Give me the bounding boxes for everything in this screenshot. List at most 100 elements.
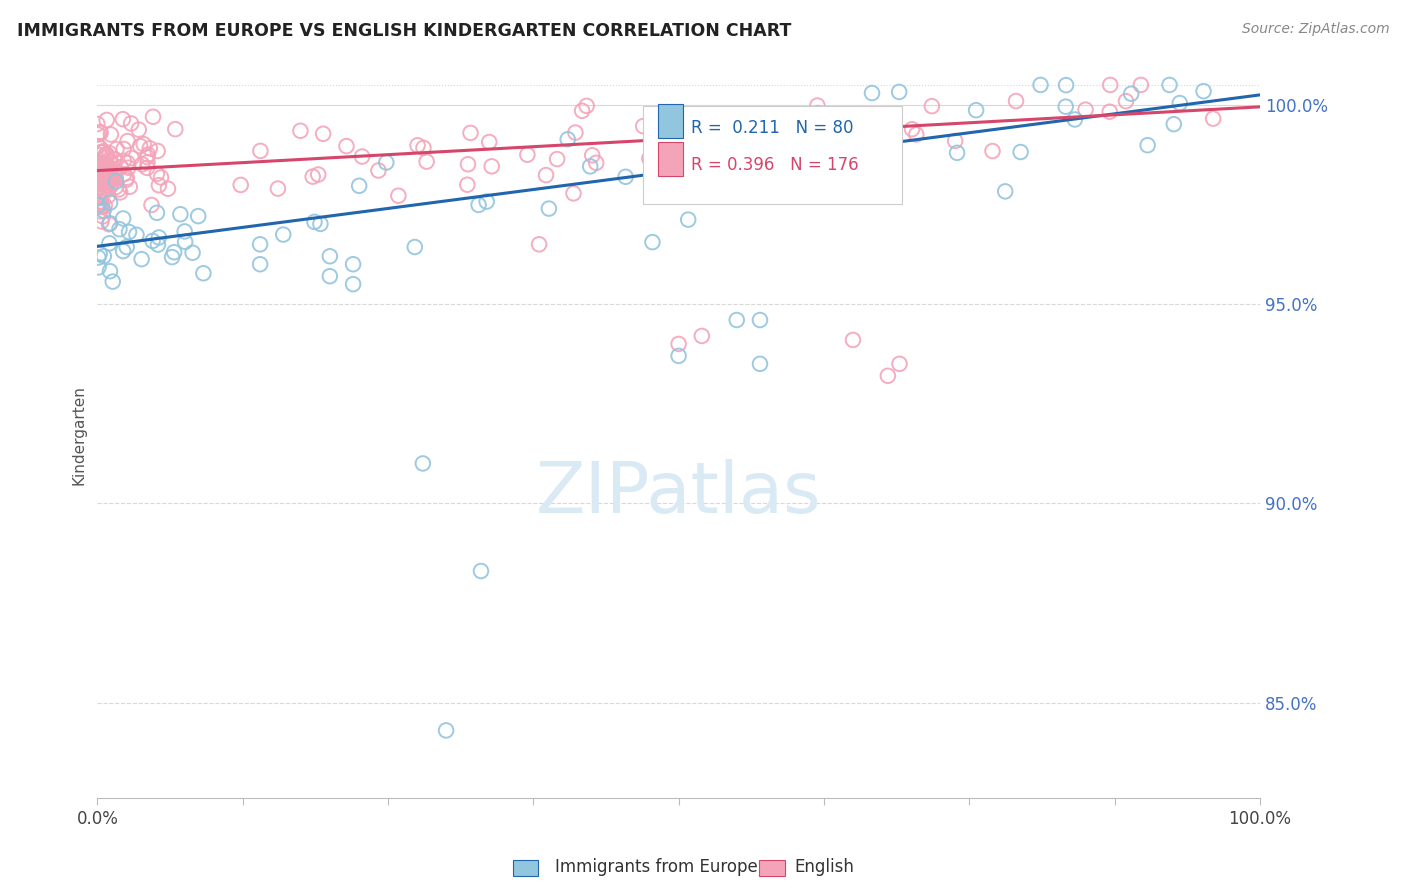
Y-axis label: Kindergarten: Kindergarten [72, 385, 86, 485]
Point [139, 141, 162, 155]
Point [335, 139, 357, 153]
Point [641, 235, 664, 249]
Point [112, 211, 135, 226]
Point [136, 147, 159, 161]
Point [86, 163, 108, 178]
Point [146, 144, 169, 158]
Point [564, 126, 586, 140]
Point [1054, 78, 1077, 92]
Point [415, 154, 437, 169]
Point [90, 214, 112, 228]
Point [129, 139, 152, 153]
Point [98, 264, 121, 278]
Point [110, 160, 132, 174]
Point [301, 169, 323, 184]
Point [807, 106, 830, 120]
Point [90, 195, 112, 210]
Point [406, 138, 429, 153]
Point [91, 145, 114, 160]
Point [89, 247, 111, 261]
Point [89, 174, 111, 188]
Text: R = 0.396   N = 176: R = 0.396 N = 176 [692, 156, 859, 175]
Point [100, 172, 122, 186]
Point [112, 167, 135, 181]
Point [100, 165, 122, 179]
Point [136, 150, 159, 164]
Point [89, 169, 111, 183]
Point [89, 178, 111, 193]
Point [90, 191, 112, 205]
Point [1202, 112, 1225, 126]
Point [128, 122, 150, 136]
Point [1054, 100, 1077, 114]
Point [367, 163, 389, 178]
Point [103, 172, 125, 186]
Point [136, 161, 159, 175]
Point [100, 128, 122, 142]
Point [981, 144, 1004, 158]
Point [100, 166, 122, 180]
Point [579, 160, 602, 174]
Point [117, 155, 139, 169]
Point [89, 194, 111, 209]
Point [1121, 87, 1143, 101]
Point [100, 168, 122, 182]
Point [90, 145, 112, 160]
Point [98, 236, 121, 251]
Point [249, 237, 271, 252]
Point [112, 153, 135, 168]
Point [1163, 117, 1185, 131]
Point [478, 135, 501, 149]
Point [434, 723, 457, 738]
Point [93, 145, 115, 159]
Point [97, 164, 120, 178]
Point [562, 186, 585, 201]
Point [921, 99, 943, 113]
Point [104, 152, 127, 166]
Point [575, 99, 598, 113]
Point [271, 227, 294, 242]
Point [404, 240, 426, 254]
Point [89, 176, 111, 190]
Point [319, 269, 342, 284]
Point [1010, 145, 1032, 159]
Point [108, 222, 131, 236]
Point [89, 177, 111, 191]
Point [98, 146, 121, 161]
Point [1029, 78, 1052, 92]
Point [87, 163, 110, 178]
Point [93, 249, 115, 263]
Point [156, 182, 179, 196]
Point [98, 154, 121, 169]
Point [557, 132, 579, 146]
Point [181, 245, 204, 260]
Point [91, 172, 114, 186]
Point [91, 173, 114, 187]
Point [860, 86, 883, 100]
Point [107, 182, 129, 196]
Point [94, 147, 117, 161]
Point [91, 210, 114, 224]
Point [87, 165, 110, 179]
Point [1099, 78, 1122, 92]
Point [132, 137, 155, 152]
Point [101, 275, 124, 289]
Point [481, 159, 503, 173]
Point [467, 198, 489, 212]
Point [668, 337, 690, 351]
Point [96, 174, 118, 188]
Point [761, 139, 783, 153]
Point [96, 148, 118, 162]
Point [319, 249, 342, 263]
Point [93, 169, 115, 184]
Point [91, 200, 114, 214]
Point [640, 165, 662, 179]
Point [537, 202, 560, 216]
Point [104, 180, 127, 194]
Point [89, 190, 111, 204]
Point [94, 171, 117, 186]
Point [342, 277, 364, 292]
Point [690, 329, 713, 343]
Point [89, 148, 111, 162]
Point [1129, 78, 1152, 92]
